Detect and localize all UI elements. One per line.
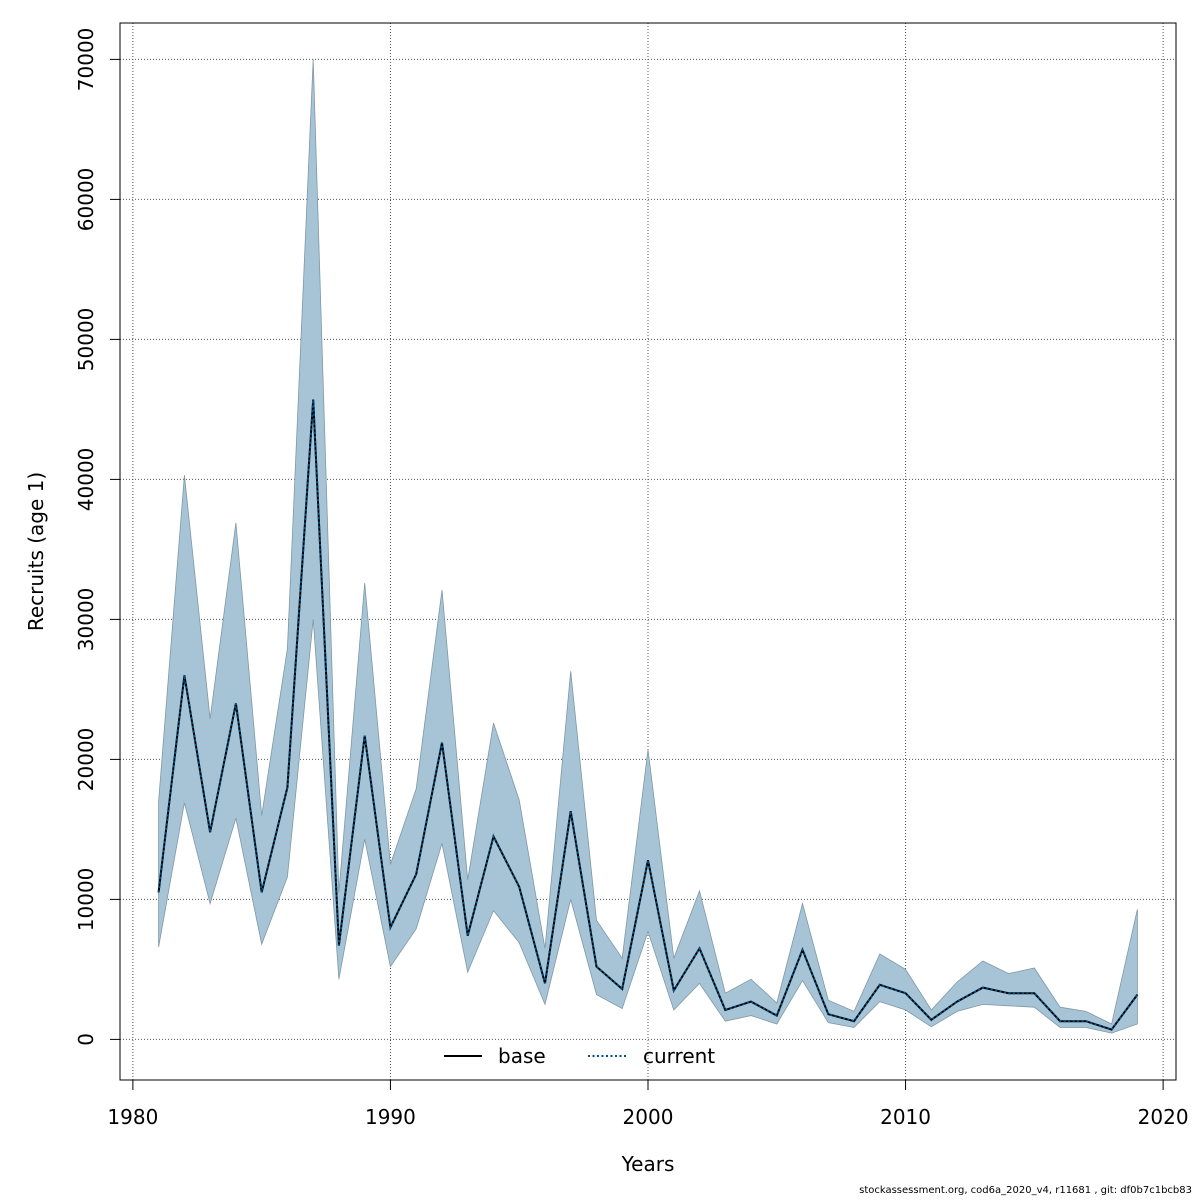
- legend-label-current: current: [643, 1044, 715, 1068]
- x-axis: 1980 1990 2000 2010 2020: [107, 1079, 1189, 1129]
- x-tick-label: 2020: [1138, 1105, 1189, 1129]
- y-tick-label: 50000: [74, 308, 98, 372]
- y-tick-label: 70000: [74, 28, 98, 92]
- y-tick-label: 30000: [74, 588, 98, 652]
- y-tick-label: 40000: [74, 448, 98, 512]
- y-tick-label: 20000: [74, 728, 98, 792]
- x-tick-label: 2010: [880, 1105, 931, 1129]
- y-axis: 0 10000 20000 30000 40000 50000 60000 70000: [74, 28, 121, 1046]
- legend-label-base: base: [498, 1044, 546, 1068]
- footer-note: stockassessment.org, cod6a_2020_v4, r116…: [859, 1185, 1192, 1196]
- confidence-band: [158, 59, 1138, 1034]
- legend: base current: [444, 1044, 715, 1068]
- x-axis-title: Years: [621, 1152, 675, 1176]
- x-tick-label: 1990: [365, 1105, 416, 1129]
- y-tick-label: 10000: [74, 868, 98, 932]
- series-line-current: [157, 399, 1139, 1031]
- y-tick-label: 60000: [74, 168, 98, 232]
- y-axis-title: Recruits (age 1): [24, 472, 48, 631]
- y-tick-label: 0: [74, 1033, 98, 1046]
- x-tick-label: 1980: [107, 1105, 158, 1129]
- x-tick-label: 2000: [623, 1105, 674, 1129]
